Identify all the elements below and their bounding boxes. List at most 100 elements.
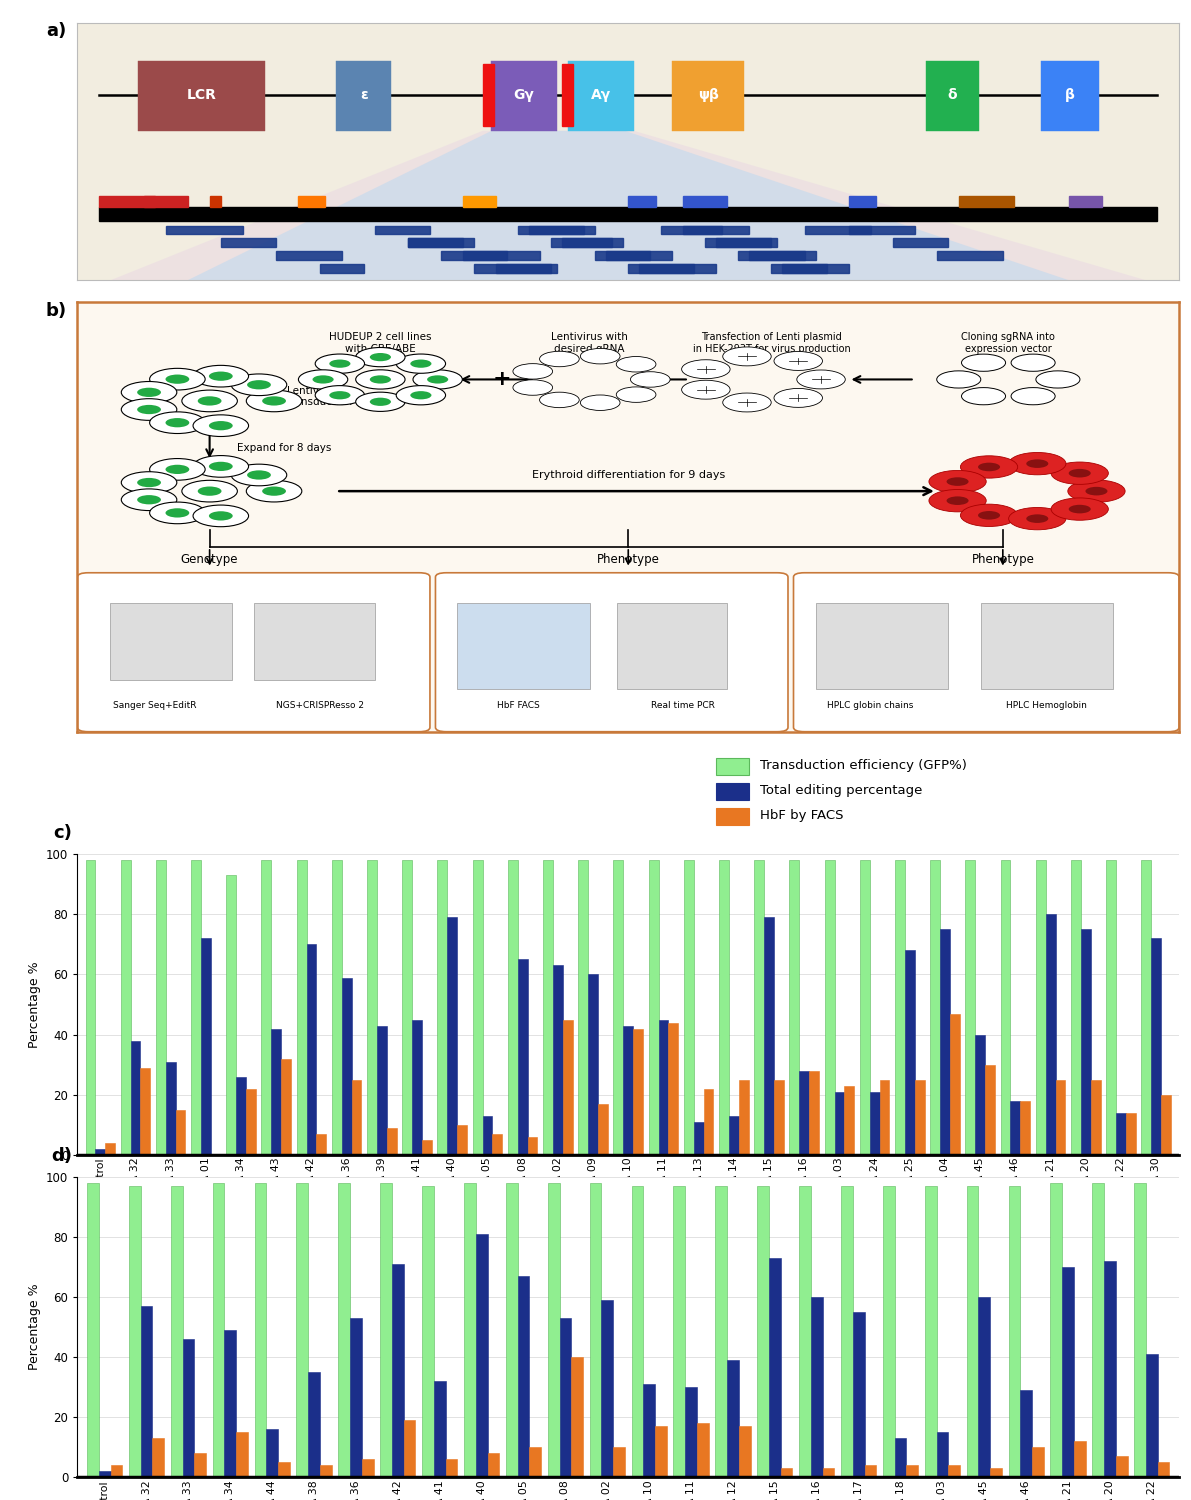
Bar: [175, 1110, 186, 1155]
Text: Lentiviral
transduction: Lentiviral transduction: [287, 386, 353, 408]
Bar: [936, 1432, 948, 1478]
Text: Transduction efficiency (GFP%): Transduction efficiency (GFP%): [760, 759, 967, 772]
Bar: [1116, 1113, 1125, 1155]
Text: b): b): [45, 302, 67, 320]
Circle shape: [630, 372, 671, 387]
Bar: [141, 1306, 152, 1478]
Bar: [445, 1460, 457, 1478]
Bar: [940, 930, 950, 1155]
Circle shape: [513, 380, 553, 396]
Bar: [1036, 859, 1046, 1155]
Text: Total editing percentage: Total editing percentage: [760, 784, 923, 796]
Bar: [1050, 1184, 1062, 1478]
Circle shape: [413, 370, 462, 388]
Bar: [129, 1186, 141, 1478]
Bar: [716, 238, 777, 246]
Circle shape: [513, 363, 553, 380]
Bar: [613, 1448, 625, 1478]
Bar: [376, 1026, 387, 1155]
Circle shape: [329, 360, 350, 368]
Bar: [596, 252, 650, 260]
Bar: [905, 951, 915, 1155]
Bar: [367, 859, 376, 1155]
Bar: [716, 758, 749, 776]
Circle shape: [312, 375, 333, 384]
Bar: [166, 1062, 175, 1155]
Circle shape: [411, 392, 431, 399]
Circle shape: [1036, 370, 1080, 388]
Circle shape: [150, 413, 205, 434]
Bar: [220, 238, 275, 246]
Circle shape: [947, 477, 968, 486]
Bar: [182, 1340, 194, 1478]
Circle shape: [929, 489, 986, 512]
Bar: [985, 1065, 994, 1155]
Bar: [948, 1466, 960, 1478]
Bar: [1081, 930, 1091, 1155]
Bar: [403, 859, 412, 1155]
Bar: [640, 264, 717, 273]
Bar: [769, 1258, 781, 1478]
Bar: [170, 1186, 182, 1478]
Text: HbF FACS: HbF FACS: [497, 700, 540, 709]
Circle shape: [121, 489, 176, 510]
Circle shape: [137, 495, 161, 504]
Bar: [1021, 1390, 1033, 1478]
Bar: [880, 1080, 890, 1155]
Bar: [1091, 1080, 1100, 1155]
Bar: [491, 62, 556, 130]
Bar: [693, 1122, 704, 1155]
Bar: [617, 603, 728, 688]
Bar: [869, 1092, 880, 1155]
Circle shape: [1009, 507, 1066, 530]
Bar: [143, 196, 155, 207]
Circle shape: [198, 486, 222, 496]
Bar: [350, 1318, 362, 1478]
Bar: [543, 859, 553, 1155]
Bar: [865, 1466, 877, 1478]
Circle shape: [1009, 453, 1066, 476]
Bar: [457, 1125, 467, 1155]
Circle shape: [1068, 470, 1091, 477]
Bar: [1141, 859, 1152, 1155]
Bar: [809, 1071, 819, 1155]
Circle shape: [580, 348, 621, 364]
Bar: [210, 196, 220, 207]
Bar: [719, 859, 729, 1155]
Circle shape: [369, 398, 391, 406]
Circle shape: [121, 399, 176, 420]
Circle shape: [723, 393, 772, 412]
Circle shape: [540, 392, 579, 408]
Bar: [673, 1186, 685, 1478]
Bar: [598, 1104, 607, 1155]
Bar: [631, 1186, 643, 1478]
Circle shape: [182, 480, 237, 502]
Bar: [729, 1116, 738, 1155]
Bar: [463, 196, 495, 207]
Bar: [1009, 1186, 1021, 1478]
Circle shape: [121, 471, 176, 494]
Circle shape: [961, 354, 1005, 372]
Circle shape: [723, 346, 772, 366]
Bar: [278, 1462, 289, 1478]
Bar: [267, 1430, 278, 1478]
Bar: [774, 1080, 784, 1155]
Circle shape: [936, 370, 980, 388]
Bar: [990, 1468, 1002, 1478]
Text: ε: ε: [360, 87, 368, 102]
Bar: [1041, 62, 1098, 130]
Bar: [473, 859, 482, 1155]
Bar: [1106, 859, 1116, 1155]
Bar: [275, 252, 342, 260]
Circle shape: [929, 471, 986, 494]
Circle shape: [150, 459, 205, 480]
Bar: [835, 1092, 844, 1155]
Bar: [507, 859, 518, 1155]
Bar: [765, 918, 774, 1155]
Bar: [441, 252, 507, 260]
Bar: [236, 1432, 248, 1478]
Bar: [247, 1089, 256, 1155]
Bar: [457, 603, 590, 688]
Circle shape: [978, 512, 1000, 519]
Bar: [560, 1318, 572, 1478]
